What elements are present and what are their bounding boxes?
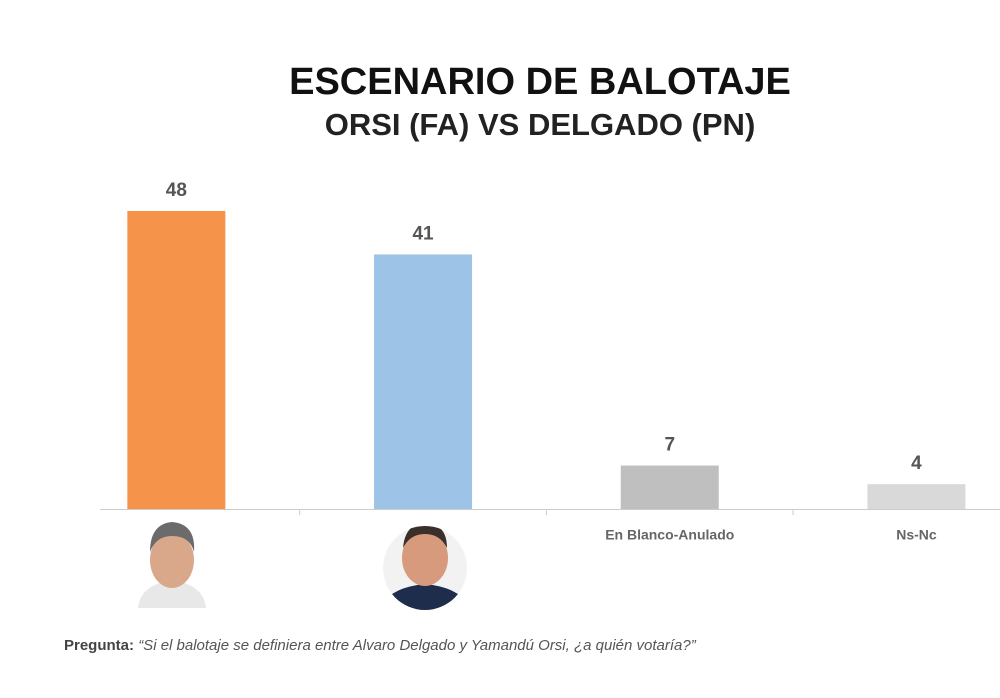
value-label: 41 xyxy=(412,223,434,244)
value-label: 7 xyxy=(664,435,675,456)
bar xyxy=(620,465,719,509)
footnote: Pregunta: “Si el balotaje se definiera e… xyxy=(64,637,696,654)
candidate-photo xyxy=(383,526,467,610)
x-tick-label: En Blanco-Anulado xyxy=(605,527,734,543)
value-label: 48 xyxy=(166,180,187,201)
chart-subtitle: ORSI (FA) VS DELGADO (PN) xyxy=(325,107,756,142)
x-tick-label: Ns-Nc xyxy=(896,527,937,543)
bar xyxy=(374,254,473,509)
candidate-photo xyxy=(130,522,214,608)
bar xyxy=(867,484,966,509)
bar xyxy=(127,211,226,509)
footnote-text: “Si el balotaje se definiera entre Alvar… xyxy=(138,637,696,654)
footnote-label: Pregunta: xyxy=(64,637,135,654)
chart-title: ESCENARIO DE BALOTAJE xyxy=(289,61,791,103)
value-label: 4 xyxy=(911,453,922,474)
